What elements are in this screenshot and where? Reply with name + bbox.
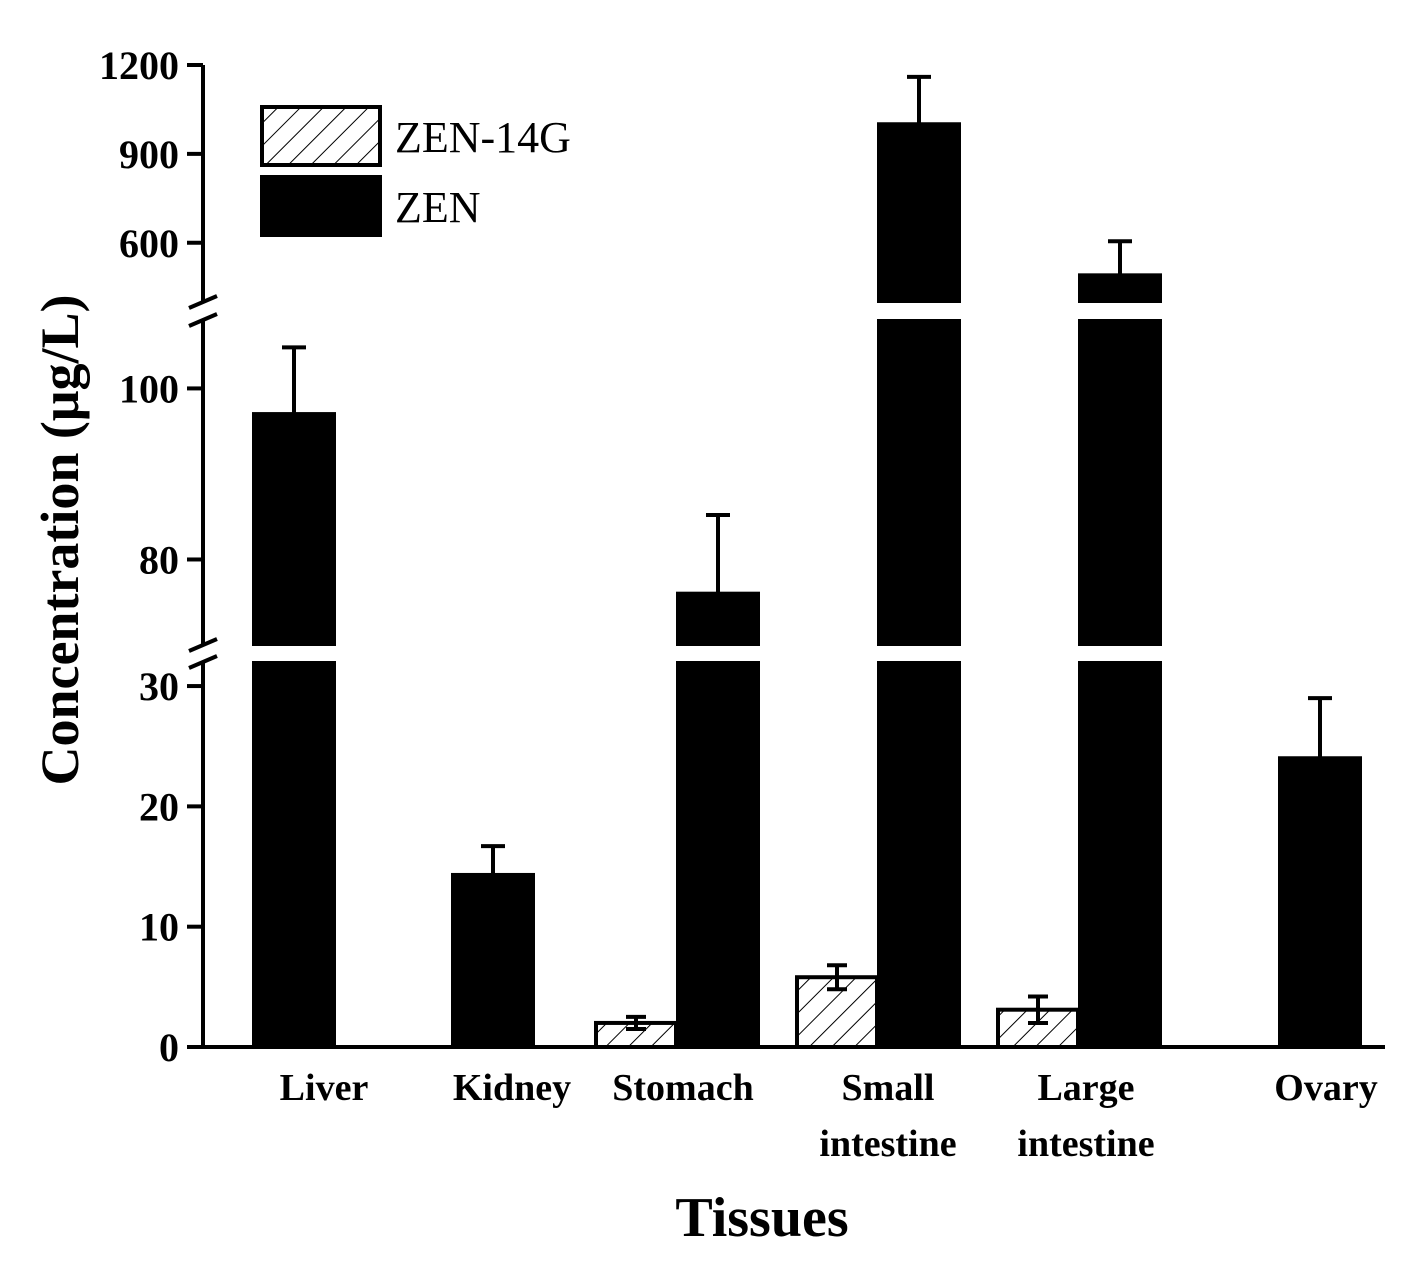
x-tick-label-line: Liver bbox=[280, 1067, 369, 1109]
legend-swatch-zen-14g bbox=[260, 105, 382, 167]
y-tick-label-0: 0 bbox=[159, 1025, 179, 1070]
axis-break-mark bbox=[188, 637, 218, 653]
x-tick-label-line: intestine bbox=[1017, 1123, 1154, 1165]
bar-break-gap bbox=[876, 303, 962, 319]
x-tick-label-2: Stomach bbox=[612, 1067, 753, 1109]
x-tick-label-line: Ovary bbox=[1274, 1067, 1377, 1109]
legend-label-zen-14g: ZEN-14G bbox=[395, 113, 571, 162]
x-axis: Liver Kidney Stomach Small intestine Large int… bbox=[203, 1045, 1385, 1165]
x-tick-label-line: Small bbox=[842, 1067, 935, 1109]
bar-zen-1 bbox=[451, 872, 535, 1049]
axis-break-mark bbox=[188, 312, 218, 328]
x-tick-label-line: intestine bbox=[819, 1123, 956, 1165]
axis-break-mark bbox=[188, 294, 218, 310]
y-axis: 0 10 20 30 80 100 600 900 1200 bbox=[99, 43, 218, 1070]
bar-break-gap bbox=[1077, 303, 1163, 319]
x-tick-label-line: Large bbox=[1037, 1067, 1134, 1109]
bar-break-gap bbox=[1077, 646, 1163, 661]
y-axis-title: Concentration (μg/L) bbox=[30, 294, 90, 785]
y-tick-label-100: 100 bbox=[119, 366, 179, 411]
x-tick-label-0: Liver bbox=[280, 1067, 369, 1109]
x-tick-label-line: Kidney bbox=[453, 1067, 571, 1109]
bar-zen-2 bbox=[676, 591, 760, 1049]
x-tick-label-5: Ovary bbox=[1274, 1067, 1377, 1109]
y-tick-label-1200: 1200 bbox=[99, 43, 179, 88]
y-tick-label-900: 900 bbox=[119, 132, 179, 177]
bar-zen-0 bbox=[252, 412, 336, 1050]
y-tick-label-30: 30 bbox=[139, 664, 179, 709]
bar-break-gap bbox=[675, 646, 761, 661]
bar-break-gap bbox=[251, 646, 337, 661]
legend: ZEN-14G ZEN bbox=[260, 105, 571, 237]
x-tick-label-4: Large intestine bbox=[1017, 1067, 1154, 1165]
y-tick-label-600: 600 bbox=[119, 221, 179, 266]
x-tick-label-line: Stomach bbox=[612, 1067, 753, 1109]
legend-label-zen: ZEN bbox=[395, 183, 481, 232]
bar-zen-3 bbox=[877, 122, 961, 1049]
y-tick-label-20: 20 bbox=[139, 784, 179, 829]
y-tick-label-10: 10 bbox=[139, 905, 179, 950]
bar-break-gap bbox=[876, 646, 962, 661]
y-tick-label-80: 80 bbox=[139, 537, 179, 582]
x-axis-title: Tissues bbox=[675, 1187, 848, 1249]
x-tick-label-3: Small intestine bbox=[819, 1067, 956, 1165]
bar-zen-5 bbox=[1278, 756, 1362, 1049]
bar-zen-4 bbox=[1078, 273, 1162, 1049]
x-tick-label-1: Kidney bbox=[453, 1067, 571, 1109]
axis-break-mark bbox=[188, 654, 218, 670]
legend-swatch-zen bbox=[260, 175, 382, 237]
